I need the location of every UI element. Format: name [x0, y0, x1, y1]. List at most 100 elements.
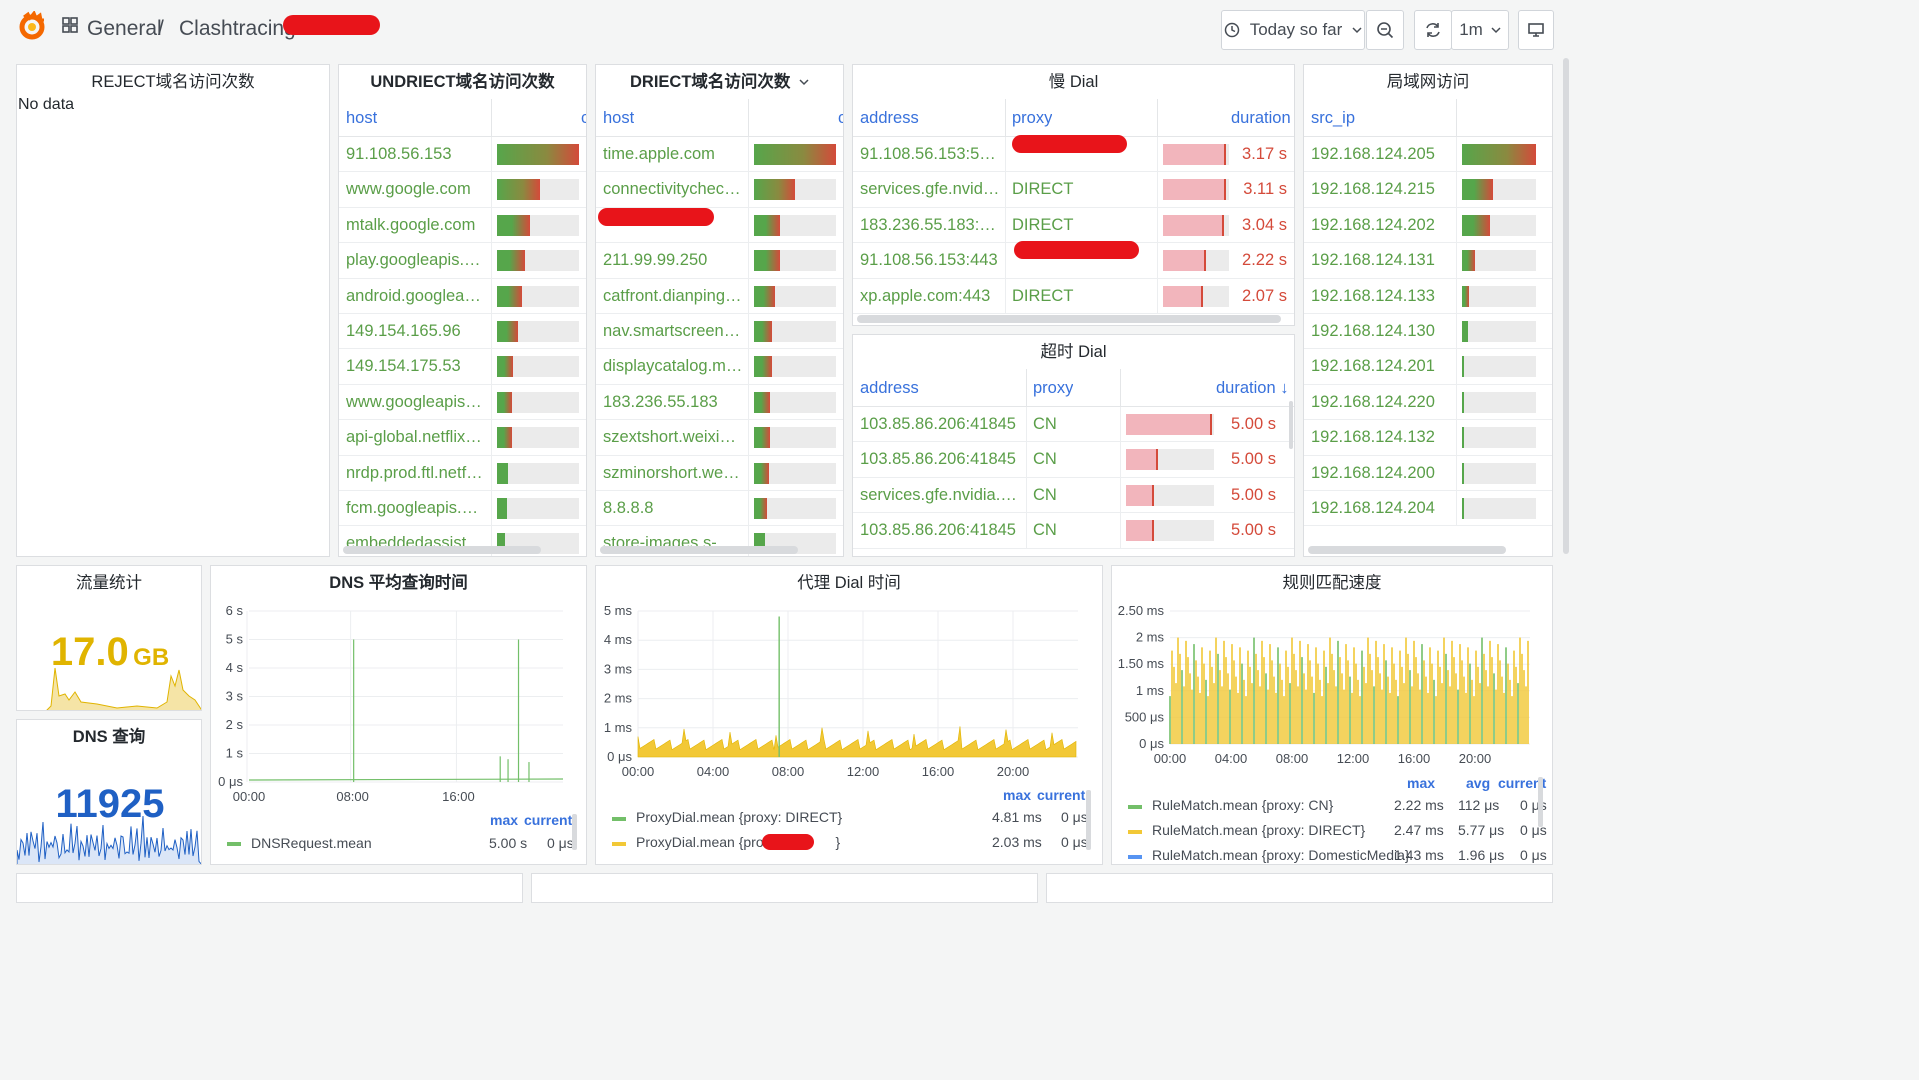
- host-cell[interactable]: 211.99.99.250: [603, 251, 708, 270]
- host-cell[interactable]: play.googleapis.com: [346, 251, 486, 270]
- table-row[interactable]: 149.154.165.96: [339, 314, 586, 350]
- proxy-cell[interactable]: CN: [1033, 450, 1057, 469]
- table-row[interactable]: 192.168.124.131: [1304, 243, 1552, 279]
- legend-max-header[interactable]: max: [490, 812, 519, 828]
- table-row[interactable]: nav.smartscreen.mi...: [596, 314, 843, 350]
- table-row[interactable]: 8.8.8.8: [596, 491, 843, 527]
- column-header-count[interactable]: c: [838, 99, 843, 137]
- panel-title[interactable]: 局域网访问: [1386, 73, 1470, 91]
- address-cell[interactable]: 103.85.86.206:41845: [860, 521, 1016, 540]
- column-header-duration[interactable]: duration ↓: [1231, 99, 1294, 137]
- horizontal-scrollbar[interactable]: [857, 315, 1281, 323]
- host-cell[interactable]: 8.8.8.8: [603, 499, 654, 517]
- src-ip-cell[interactable]: 192.168.124.131: [1311, 251, 1435, 270]
- legend-series-name[interactable]: ProxyDial.mean {proxy:}: [636, 834, 840, 850]
- table-row[interactable]: 192.168.124.215: [1304, 172, 1552, 208]
- address-cell[interactable]: 183.236.55.183:498...: [860, 215, 1000, 234]
- host-cell[interactable]: 183.236.55.183: [603, 392, 718, 411]
- host-cell[interactable]: 149.154.165.96: [346, 322, 461, 340]
- host-cell[interactable]: nav.smartscreen.mi...: [603, 322, 743, 340]
- proxy-cell[interactable]: DIRECT: [1012, 180, 1074, 199]
- legend-series-name[interactable]: DNSRequest.mean: [251, 835, 372, 851]
- address-cell[interactable]: 91.108.56.153:5222: [860, 145, 1000, 163]
- table-row[interactable]: time.apple.com: [596, 137, 843, 173]
- table-row[interactable]: 103.85.86.206:41845 CN 5.00 s: [853, 407, 1294, 443]
- table-row[interactable]: szextshort.weixin.q...: [596, 420, 843, 456]
- legend-series-name[interactable]: RuleMatch.mean {proxy: DIRECT}: [1152, 822, 1366, 838]
- panel-title[interactable]: 流量统计: [76, 574, 142, 592]
- table-row[interactable]: 91.108.56.153:443 2.22 s: [853, 243, 1294, 279]
- table-row[interactable]: nrdp.prod.ftl.netflix....: [339, 455, 586, 491]
- host-cell[interactable]: time.apple.com: [603, 145, 715, 163]
- refresh-interval-picker[interactable]: 1m: [1451, 10, 1509, 50]
- legend-series-name[interactable]: RuleMatch.mean {proxy: DomesticMedia}: [1152, 847, 1410, 863]
- panel-title[interactable]: 代理 Dial 时间: [797, 574, 901, 592]
- vertical-scrollbar[interactable]: [1289, 401, 1293, 449]
- src-ip-cell[interactable]: 192.168.124.205: [1311, 145, 1435, 163]
- breadcrumb-folder[interactable]: General: [87, 17, 162, 40]
- host-cell[interactable]: mtalk.google.com: [346, 215, 476, 234]
- host-cell[interactable]: displaycatalog.mp....: [603, 357, 743, 376]
- src-ip-cell[interactable]: 192.168.124.130: [1311, 322, 1435, 340]
- table-row[interactable]: mtalk.google.com: [339, 207, 586, 244]
- host-cell[interactable]: www.googleapis.com: [346, 392, 486, 411]
- legend-max-header[interactable]: max: [1003, 787, 1032, 803]
- zoom-out-button[interactable]: [1366, 10, 1404, 50]
- column-header-proxy[interactable]: proxy: [1012, 109, 1053, 127]
- host-cell[interactable]: szextshort.weixin.q...: [603, 428, 743, 447]
- host-cell[interactable]: szminorshort.weixin...: [603, 463, 743, 482]
- host-cell[interactable]: api-global.netflix.com: [346, 428, 486, 447]
- proxy-cell[interactable]: CN: [1033, 485, 1057, 504]
- src-ip-cell[interactable]: 192.168.124.132: [1311, 428, 1435, 447]
- table-row[interactable]: api-global.netflix.com: [339, 420, 586, 456]
- legend-scrollbar[interactable]: [572, 814, 577, 850]
- refresh-button[interactable]: [1414, 10, 1452, 50]
- table-row[interactable]: 149.154.175.53: [339, 349, 586, 385]
- src-ip-cell[interactable]: 192.168.124.202: [1311, 215, 1435, 234]
- column-header-address[interactable]: address: [860, 109, 919, 127]
- address-cell[interactable]: 103.85.86.206:41845: [860, 415, 1016, 433]
- host-cell[interactable]: catfront.dianping.co...: [603, 286, 743, 305]
- time-range-picker[interactable]: Today so far: [1221, 10, 1365, 50]
- address-cell[interactable]: 103.85.86.206:41845: [860, 450, 1016, 469]
- src-ip-cell[interactable]: 192.168.124.204: [1311, 499, 1435, 517]
- panel-title[interactable]: 慢 Dial: [1048, 73, 1099, 91]
- panel-title[interactable]: 规则匹配速度: [1282, 574, 1382, 592]
- grafana-logo-icon[interactable]: [18, 11, 46, 41]
- src-ip-cell[interactable]: 192.168.124.133: [1311, 286, 1435, 305]
- src-ip-cell[interactable]: 192.168.124.215: [1311, 180, 1435, 199]
- table-row[interactable]: 192.168.124.205: [1304, 137, 1552, 173]
- table-row[interactable]: [596, 207, 843, 244]
- horizontal-scrollbar[interactable]: [343, 546, 541, 554]
- panel-title[interactable]: UNDRIECT域名访问次数: [370, 73, 555, 91]
- table-row[interactable]: 183.236.55.183:498... DIRECT 3.04 s: [853, 207, 1294, 244]
- dns-time-graph[interactable]: 0 μs 1 s 2 s 3 s 4 s 5 s 6 s 00:00 08:00 16:00: [211, 566, 587, 806]
- table-row[interactable]: 192.168.124.130: [1304, 314, 1552, 350]
- column-header-address[interactable]: address: [860, 379, 919, 397]
- table-row[interactable]: www.googleapis.com: [339, 384, 586, 421]
- address-cell[interactable]: xp.apple.com:443: [860, 286, 991, 305]
- table-row[interactable]: 192.168.124.133: [1304, 278, 1552, 314]
- proxy-cell[interactable]: CN: [1033, 521, 1057, 540]
- src-ip-cell[interactable]: 192.168.124.201: [1311, 357, 1435, 376]
- legend-scrollbar[interactable]: [1086, 790, 1091, 850]
- address-cell[interactable]: services.gfe.nvidia.com...: [860, 485, 1021, 504]
- table-row[interactable]: 103.85.86.206:41845 CN 5.00 s: [853, 442, 1294, 478]
- table-row[interactable]: services.gfe.nvidia.com... CN 5.00 s: [853, 477, 1294, 514]
- host-cell[interactable]: connectivitycheck.g...: [603, 180, 743, 199]
- table-row[interactable]: 103.85.86.206:41845 CN 5.00 s: [853, 513, 1294, 549]
- legend-current-header[interactable]: current: [1037, 787, 1086, 803]
- proxy-dial-graph[interactable]: 0 μs 1 ms 2 ms 3 ms 4 ms 5 ms 00:00 04:00 08:00 1…: [596, 566, 1103, 788]
- table-row[interactable]: 91.108.56.153: [339, 137, 586, 173]
- proxy-cell[interactable]: DIRECT: [1012, 286, 1074, 305]
- panel-title[interactable]: DRIECT域名访问次数: [596, 71, 843, 93]
- address-cell[interactable]: 91.108.56.153:443: [860, 251, 998, 270]
- column-header-proxy[interactable]: proxy: [1033, 379, 1074, 397]
- table-row[interactable]: displaycatalog.mp....: [596, 349, 843, 385]
- legend-max-header[interactable]: max: [1407, 775, 1436, 791]
- legend-current-header[interactable]: current: [524, 812, 573, 828]
- table-row[interactable]: 91.108.56.153:5222 3.17 s: [853, 137, 1294, 173]
- horizontal-scrollbar[interactable]: [600, 546, 798, 554]
- host-cell[interactable]: android.googleapis....: [346, 286, 486, 305]
- table-row[interactable]: 192.168.124.200: [1304, 455, 1552, 491]
